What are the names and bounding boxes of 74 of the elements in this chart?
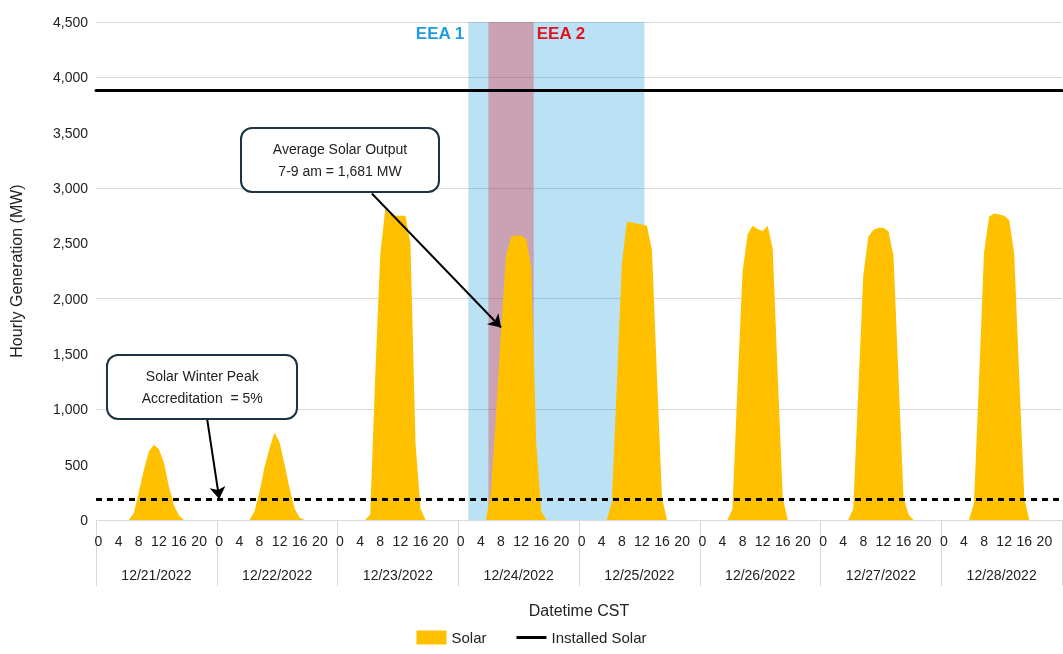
x-tick-label: 16 [654,533,671,549]
x-tick-label: 8 [134,533,143,549]
callout-box: Solar Winter Peak Accreditation = 5% [106,353,299,420]
x2-tick-label: 12/22/2022 [242,567,313,583]
x-tick-label: 12 [271,533,288,549]
x-tick-label: 16 [774,533,791,549]
y-tick-label: 1,000 [52,401,89,418]
legend-label: Solar [451,629,487,646]
x-tick-label: 4 [718,533,727,549]
x-tick-label: 8 [738,533,747,549]
x-tick-label: 12 [996,533,1013,549]
x-tick-label: 0 [336,533,345,549]
x2-tick-label: 12/28/2022 [966,567,1037,583]
x-tick-label: 16 [1016,533,1033,549]
x-tick-label: 8 [859,533,868,549]
x-tick-label: 0 [577,533,586,549]
x-tick-label: 20 [674,533,691,549]
x-tick-label: 0 [94,533,103,549]
x-tick-label: 16 [412,533,429,549]
x-tick-label: 12 [151,533,167,549]
x-tick-label: 12 [513,533,530,549]
y-axis-title: Hourly Generation (MW) [7,184,25,358]
x2-tick-label: 12/24/2022 [483,567,554,583]
x-tick-label: 4 [476,533,485,549]
y-tick-label: 1,500 [52,346,89,362]
x-tick-label: 8 [376,533,385,549]
x-tick-label: 12 [392,533,409,549]
x-tick-label: 0 [698,533,707,549]
x-tick-label: 8 [980,533,989,549]
x-tick-label: 20 [312,533,328,549]
x-tick-label: 20 [553,533,570,549]
x-tick-label: 16 [895,533,912,549]
y-tick-label: 2,500 [52,235,89,252]
x2-tick-label: 12/23/2022 [362,567,434,583]
x-tick-label: 8 [255,533,264,549]
x-tick-label: 16 [291,533,308,549]
x-tick-label: 8 [617,533,626,549]
y-tick-label: 3,500 [52,124,89,141]
x-tick-label: 4 [959,533,968,549]
x-tick-label: 0 [939,533,948,549]
x-tick-label: 4 [235,533,244,549]
y-tick-label: 4,500 [52,14,89,30]
x-tick-label: 20 [191,533,208,549]
band-label: EEA 2 [536,23,586,43]
x2-tick-label: 12/27/2022 [845,567,917,583]
x2-tick-label: 12/25/2022 [604,567,675,583]
x2-tick-label: 12/21/2022 [121,567,192,583]
y-tick-label: 2,000 [52,290,89,307]
band-label: EEA 1 [415,23,465,43]
callout-box: Average Solar Output 7-9 am = 1,681 MW [240,127,440,194]
x-tick-label: 16 [533,533,550,549]
y-tick-label: 4,000 [52,69,89,86]
x-tick-label: 0 [215,533,224,549]
x-tick-label: 0 [456,533,465,549]
x-tick-label: 4 [114,533,123,549]
x-tick-label: 12 [634,533,650,549]
x-tick-label: 16 [171,533,188,549]
x-tick-label: 8 [497,533,506,549]
y-tick-label: 500 [64,456,89,473]
x2-tick-label: 12/26/2022 [725,567,796,583]
y-tick-label: 0 [80,512,89,528]
x-tick-label: 12 [875,533,892,549]
x-tick-label: 20 [432,533,449,549]
legend-label: Installed Solar [551,629,647,646]
x-tick-label: 4 [597,533,606,549]
x-tick-label: 4 [356,533,365,549]
x-tick-label: 4 [839,533,848,549]
x-tick-label: 0 [819,533,828,549]
x-tick-label: 20 [1036,533,1053,549]
x-tick-label: 20 [795,533,811,549]
x-axis-title: Datetime CST [528,601,630,619]
x-tick-label: 20 [915,533,932,549]
y-tick-label: 3,000 [52,180,89,196]
x-tick-label: 12 [754,533,771,549]
